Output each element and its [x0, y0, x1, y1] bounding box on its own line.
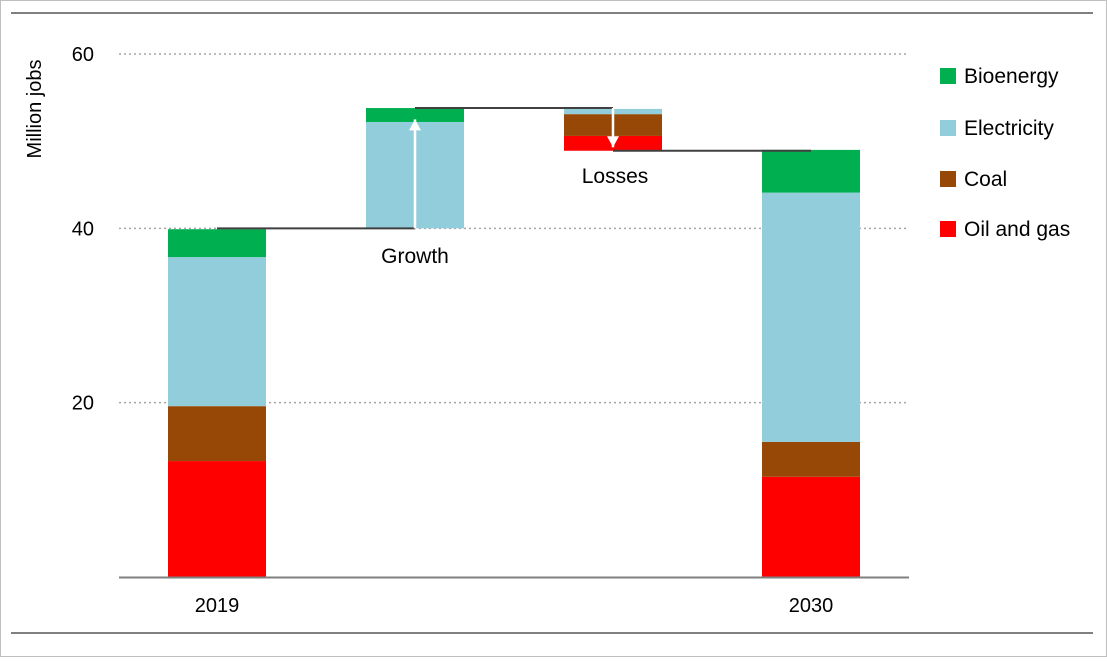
bar-segment-electricity [168, 257, 266, 407]
legend: Bioenergy Electricity Coal Oil and gas [940, 65, 1070, 241]
x-tick-label: 2030 [789, 595, 834, 617]
bar-segment-coal [762, 441, 860, 477]
legend-label: Bioenergy [964, 65, 1059, 88]
connector-lines [217, 107, 811, 230]
bar-segment-electricity [762, 192, 860, 442]
bars [168, 108, 860, 577]
bar-segment-oil-and-gas [762, 476, 860, 577]
annotation-losses: Losses [582, 165, 649, 188]
x-axis-labels: 2019 2030 [195, 595, 834, 617]
bar-segment-bioenergy [762, 149, 860, 193]
legend-swatch-electricity [940, 120, 956, 136]
annotation-growth: Growth [381, 245, 449, 268]
legend-swatch-bioenergy [940, 68, 956, 84]
annotations: Growth Losses [381, 165, 648, 268]
bar-segment-bioenergy [168, 229, 266, 258]
legend-label: Coal [964, 168, 1007, 191]
arrow-down-icon [607, 136, 619, 148]
legend-label: Oil and gas [964, 218, 1070, 241]
x-tick-label: 2019 [195, 595, 240, 617]
change-arrows [409, 108, 619, 229]
bar-segment-coal [168, 406, 266, 462]
legend-label: Electricity [964, 117, 1054, 140]
legend-swatch-coal [940, 171, 956, 187]
y-axis-label: Million jobs [24, 60, 46, 159]
bar-segment-oil-and-gas [168, 461, 266, 577]
y-tick-label: 40 [72, 218, 94, 240]
y-axis-tick-labels: 20 40 60 [72, 44, 94, 415]
bar-segment-bioenergy [366, 108, 464, 122]
y-tick-label: 60 [72, 44, 94, 66]
legend-swatch-oil-and-gas [940, 221, 956, 237]
y-tick-label: 20 [72, 393, 94, 415]
arrow-up-icon [409, 119, 421, 131]
